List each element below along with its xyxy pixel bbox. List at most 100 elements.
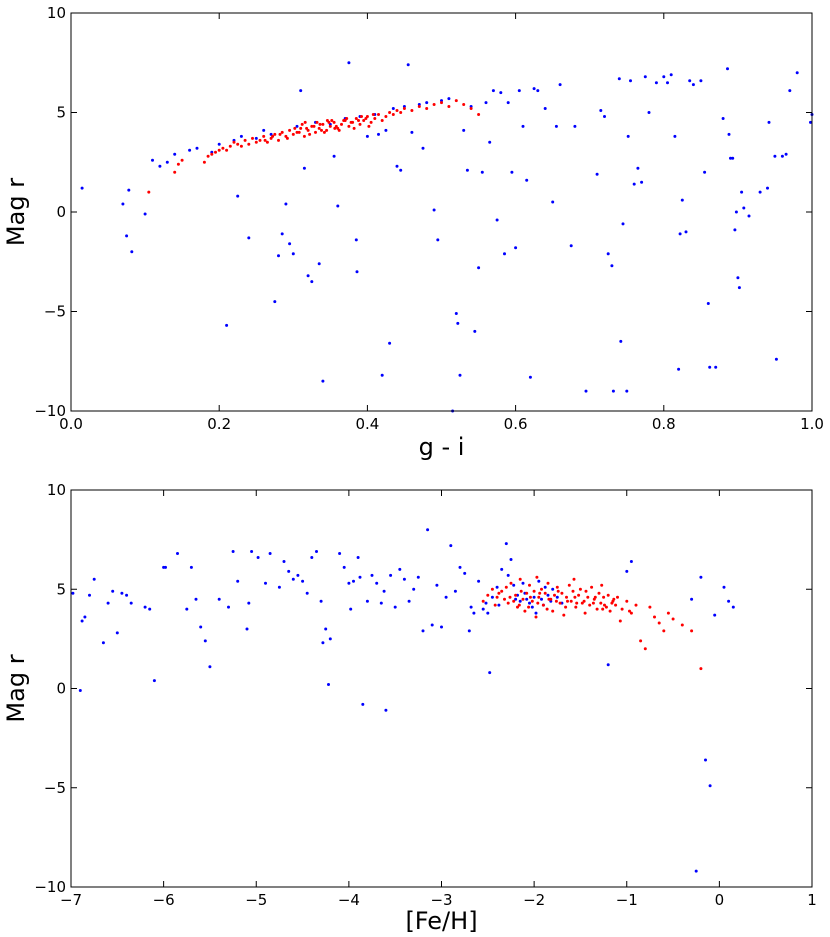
data-point: [388, 341, 392, 345]
data-point: [243, 138, 247, 142]
data-point: [519, 589, 523, 593]
data-point: [194, 597, 198, 601]
data-point: [521, 581, 525, 585]
data-point: [543, 585, 547, 589]
data-point: [680, 198, 684, 202]
data-point: [217, 142, 221, 146]
data-point: [467, 629, 471, 633]
data-point: [612, 597, 616, 601]
data-point: [120, 591, 124, 595]
data-point: [362, 119, 366, 122]
data-point: [277, 585, 281, 589]
data-point: [349, 120, 353, 124]
data-point: [458, 565, 462, 569]
data-point: [551, 200, 555, 204]
data-point: [296, 573, 300, 577]
data-point: [347, 61, 351, 65]
data-point: [371, 113, 375, 116]
data-point: [564, 605, 568, 609]
data-point: [742, 206, 746, 210]
x-tick-label: 0.0: [59, 415, 83, 433]
data-point: [440, 625, 443, 629]
data-point: [678, 232, 682, 236]
y-tick-label: −5: [44, 779, 66, 797]
x-tick-label: 1.0: [800, 415, 824, 433]
data-point: [602, 595, 606, 599]
data-point: [417, 105, 421, 108]
data-point: [731, 156, 735, 160]
data-point: [315, 120, 319, 124]
data-point: [143, 212, 147, 216]
series-0: [80, 61, 814, 413]
data-point: [436, 238, 440, 242]
data-point: [734, 210, 738, 214]
data-point: [345, 117, 349, 120]
data-point: [384, 708, 388, 712]
data-point: [547, 597, 551, 601]
data-point: [573, 595, 577, 599]
x-axis-label: [Fe/H]: [405, 907, 477, 935]
data-point: [673, 134, 677, 138]
data-point: [477, 266, 481, 270]
data-point: [208, 665, 212, 669]
data-point: [398, 567, 402, 571]
data-point: [558, 83, 562, 87]
data-point: [347, 124, 351, 128]
data-point: [217, 148, 221, 152]
data-point: [537, 595, 541, 599]
data-point: [277, 138, 280, 142]
data-point: [616, 595, 619, 599]
data-point: [393, 605, 397, 609]
data-point: [317, 126, 321, 130]
data-point: [629, 560, 633, 563]
data-point: [370, 573, 374, 577]
data-point: [325, 119, 329, 122]
data-point: [402, 107, 406, 110]
data-point: [80, 186, 84, 190]
data-point: [747, 214, 751, 218]
data-point: [465, 168, 469, 172]
data-point: [125, 234, 129, 238]
data-point: [573, 124, 577, 128]
data-point: [500, 589, 504, 593]
data-point: [516, 605, 519, 609]
data-point: [384, 128, 388, 132]
data-point: [562, 613, 566, 617]
data-point: [280, 130, 284, 134]
series-1: [481, 575, 703, 671]
data-point: [121, 202, 125, 206]
data-point: [315, 550, 318, 553]
data-point: [688, 79, 692, 83]
y-axis-label: Mag r: [2, 654, 30, 722]
data-point: [503, 597, 506, 601]
data-point: [530, 605, 534, 609]
data-point: [532, 595, 536, 599]
data-point: [540, 597, 543, 601]
data-point: [809, 120, 812, 124]
data-point: [795, 71, 799, 75]
data-point: [490, 595, 494, 599]
data-point: [127, 188, 131, 192]
y-axis-label: Mag r: [2, 178, 30, 246]
data-point: [364, 117, 368, 120]
data-point: [297, 130, 301, 134]
data-point: [236, 142, 240, 146]
data-point: [625, 599, 629, 603]
data-point: [766, 186, 769, 190]
x-tick-label: −6: [153, 891, 175, 909]
data-point: [327, 683, 330, 686]
data-point: [380, 119, 384, 122]
data-point: [666, 81, 669, 85]
data-point: [395, 109, 399, 112]
data-point: [788, 89, 792, 93]
data-point: [232, 140, 236, 144]
data-point: [92, 577, 96, 581]
data-point: [580, 601, 584, 605]
data-point: [727, 599, 731, 603]
data-point: [543, 107, 547, 110]
data-point: [566, 599, 569, 603]
data-point: [488, 671, 492, 675]
x-axis-label: g - i: [419, 433, 465, 461]
series-0: [71, 528, 735, 873]
data-point: [610, 601, 614, 605]
